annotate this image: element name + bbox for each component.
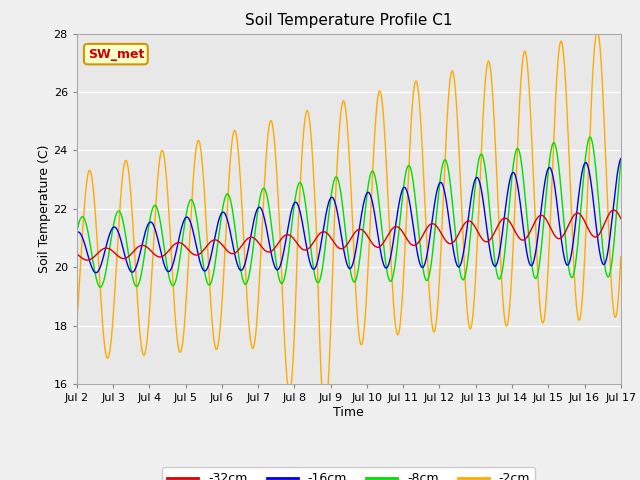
X-axis label: Time: Time: [333, 406, 364, 419]
Title: Soil Temperature Profile C1: Soil Temperature Profile C1: [245, 13, 452, 28]
Legend: -32cm, -16cm, -8cm, -2cm: -32cm, -16cm, -8cm, -2cm: [162, 468, 536, 480]
Text: SW_met: SW_met: [88, 48, 144, 60]
Y-axis label: Soil Temperature (C): Soil Temperature (C): [38, 144, 51, 273]
